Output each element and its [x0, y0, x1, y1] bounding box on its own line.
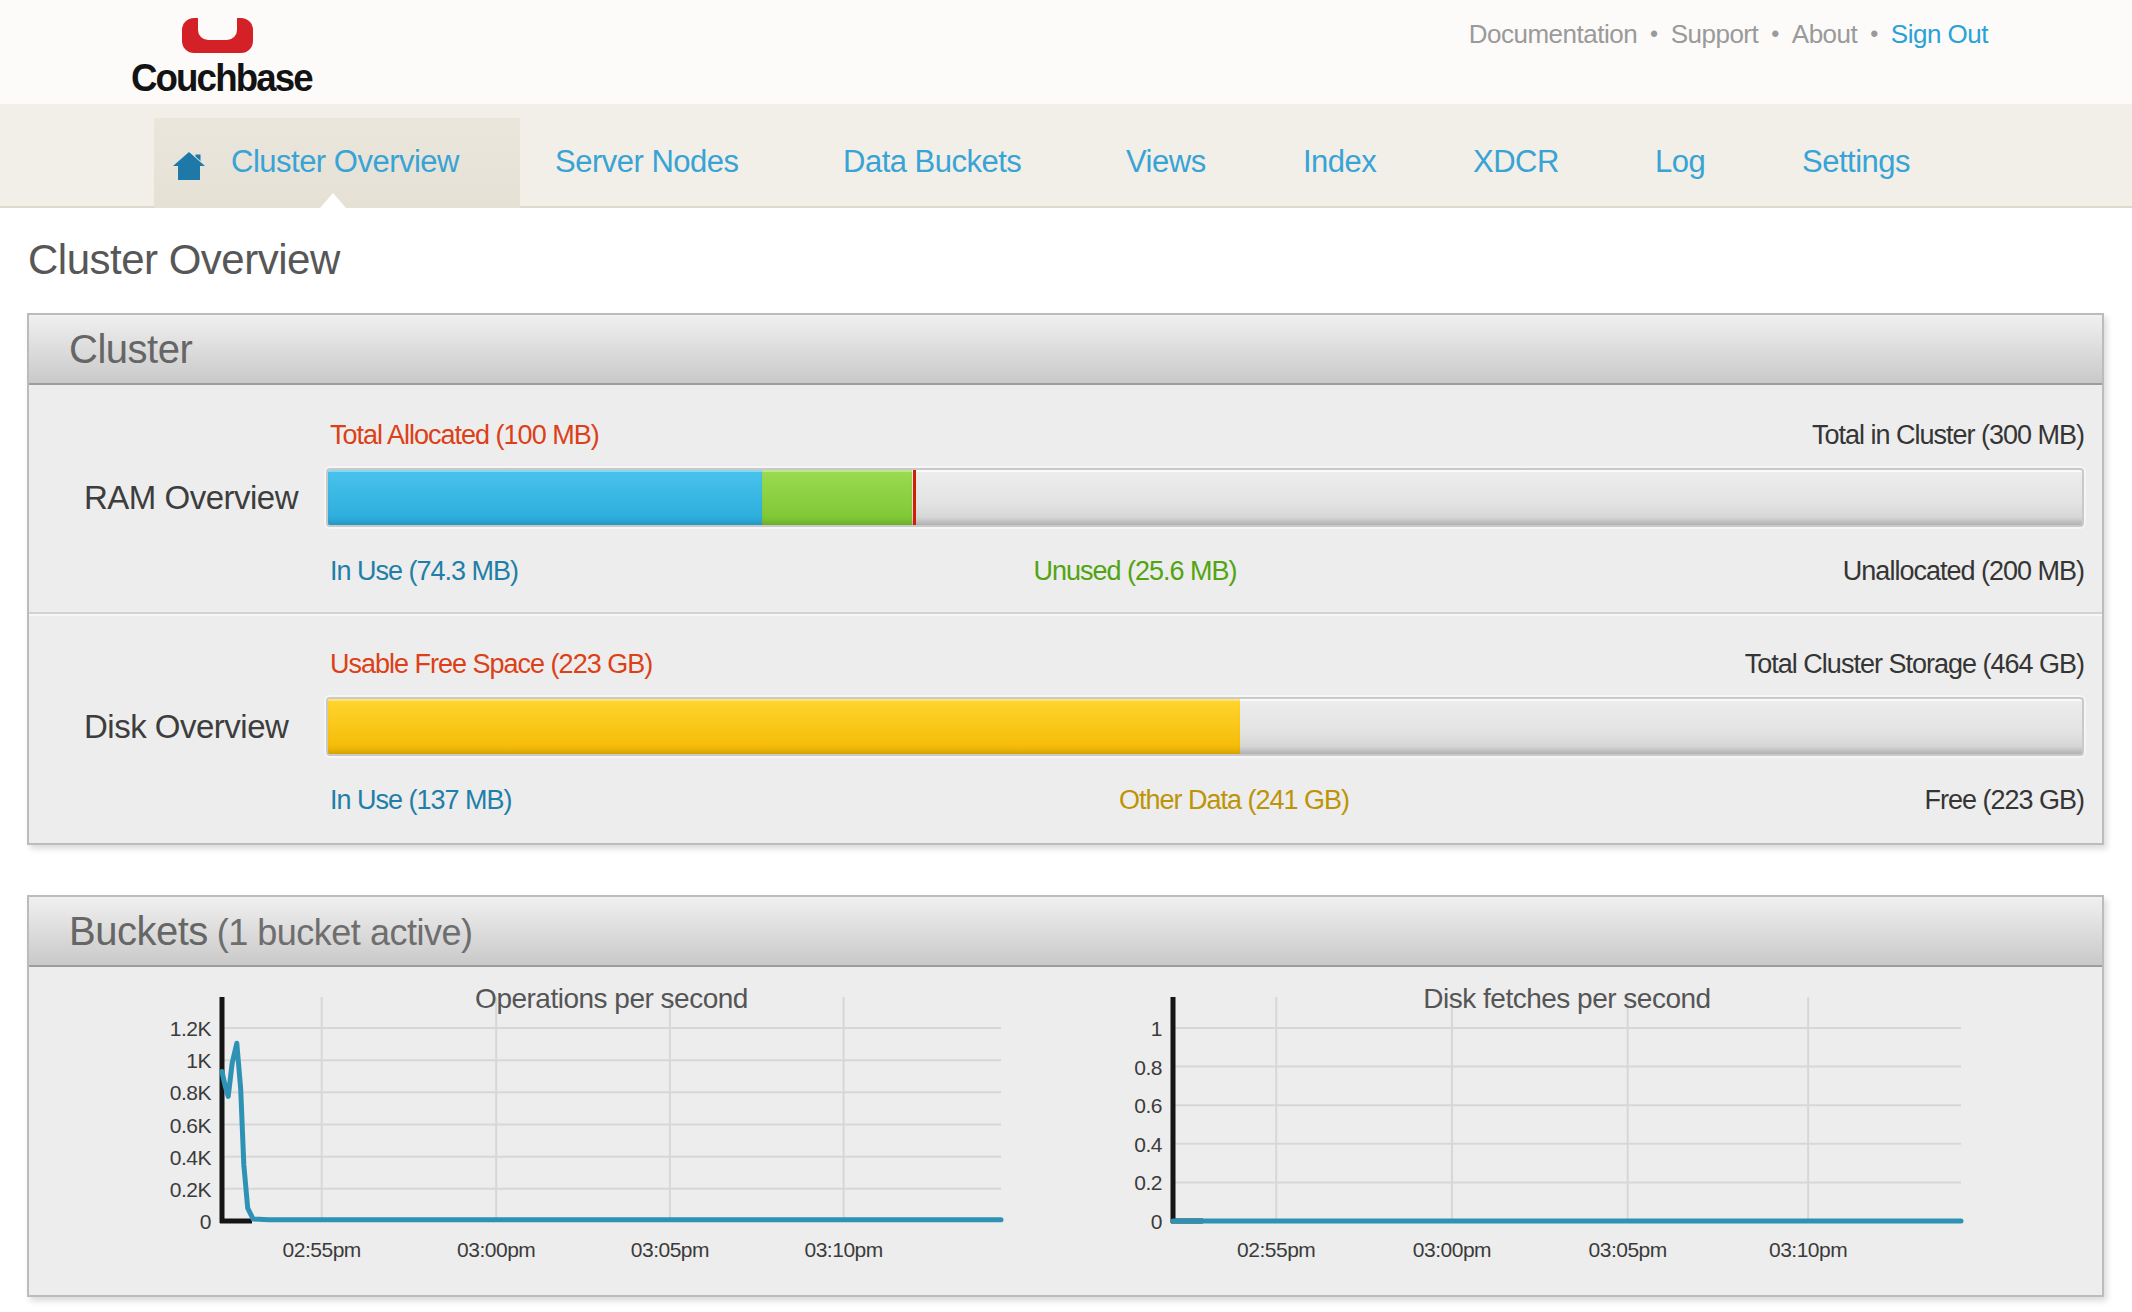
separator-dot: •: [1650, 21, 1658, 48]
ram-usage-bar: [326, 468, 2084, 527]
tab-xdcr[interactable]: XDCR: [1473, 116, 1559, 208]
svg-text:1K: 1K: [186, 1049, 211, 1072]
sign-out-link[interactable]: Sign Out: [1891, 19, 1988, 50]
svg-text:Disk fetches per second: Disk fetches per second: [1423, 983, 1710, 1014]
disk-total-storage-label: Total Cluster Storage (464 GB): [1745, 649, 2084, 680]
svg-text:0.6: 0.6: [1134, 1094, 1162, 1117]
tab-views[interactable]: Views: [1126, 116, 1206, 208]
svg-text:0: 0: [200, 1210, 211, 1233]
ram-unused-label: Unused (25.6 MB): [935, 556, 1335, 587]
ram-total-in-cluster-label: Total in Cluster (300 MB): [1812, 420, 2084, 451]
svg-text:03:10pm: 03:10pm: [1769, 1238, 1847, 1261]
svg-text:0.2K: 0.2K: [170, 1178, 212, 1201]
svg-text:03:10pm: 03:10pm: [805, 1238, 883, 1261]
ram-total-allocated-label: Total Allocated (100 MB): [330, 420, 599, 451]
bucket-charts: 0 0.2K 0.4K 0.6K 0.8K 1K 1.2K 02:55pm 03:00pm 03:…: [0, 960, 2132, 1312]
disk-free-label: Free (223 GB): [1924, 785, 2084, 816]
svg-text:0: 0: [1151, 1210, 1162, 1233]
disk-other-data-label: Other Data (241 GB): [1034, 785, 1434, 816]
documentation-link[interactable]: Documentation: [1469, 19, 1637, 50]
tab-settings[interactable]: Settings: [1802, 116, 1910, 208]
svg-text:0.4: 0.4: [1134, 1133, 1163, 1156]
svg-text:0.8: 0.8: [1134, 1056, 1162, 1079]
page-title: Cluster Overview: [28, 236, 340, 284]
tab-server-nodes[interactable]: Server Nodes: [555, 116, 739, 208]
main-nav: Cluster Overview Server Nodes Data Bucke…: [0, 104, 2132, 208]
svg-text:02:55pm: 02:55pm: [283, 1238, 361, 1261]
svg-text:0.6K: 0.6K: [170, 1114, 212, 1137]
brand-wordmark: Couchbase: [131, 56, 312, 100]
buckets-panel-subtitle: (1 bucket active): [217, 912, 473, 954]
utility-links: Documentation • Support • About • Sign Out: [1469, 19, 1988, 50]
svg-text:0.2: 0.2: [1134, 1171, 1162, 1194]
svg-text:02:55pm: 02:55pm: [1237, 1238, 1315, 1261]
svg-text:03:00pm: 03:00pm: [1413, 1238, 1491, 1261]
cluster-panel-header: Cluster: [29, 315, 2102, 385]
ram-overview-label: RAM Overview: [84, 479, 298, 517]
home-icon: [172, 148, 206, 184]
svg-text:1: 1: [1151, 1017, 1162, 1040]
disk-other-data-segment: [328, 699, 1240, 754]
active-tab-pointer: [320, 193, 346, 208]
svg-text:03:00pm: 03:00pm: [457, 1238, 535, 1261]
buckets-panel-header: Buckets (1 bucket active): [29, 897, 2102, 967]
svg-text:Operations per second: Operations per second: [475, 983, 748, 1014]
svg-text:0.8K: 0.8K: [170, 1081, 212, 1104]
disk-in-use-label: In Use (137 MB): [330, 785, 512, 816]
cluster-panel-title: Cluster: [69, 327, 192, 372]
ram-in-use-segment: [328, 470, 762, 525]
couchbase-logo-icon: [182, 18, 253, 53]
separator-dot: •: [1771, 21, 1779, 48]
buckets-panel-title: Buckets: [69, 909, 208, 954]
ram-allocated-marker: [913, 470, 916, 525]
app-header: Couchbase Documentation • Support • About •…: [0, 0, 2132, 104]
ram-unallocated-label: Unallocated (200 MB): [1843, 556, 2084, 587]
about-link[interactable]: About: [1792, 19, 1857, 50]
svg-text:03:05pm: 03:05pm: [1589, 1238, 1667, 1261]
separator-dot: •: [1870, 21, 1878, 48]
row-divider: [29, 612, 2102, 616]
tab-data-buckets[interactable]: Data Buckets: [843, 116, 1021, 208]
support-link[interactable]: Support: [1671, 19, 1759, 50]
disk-overview-label: Disk Overview: [84, 708, 288, 746]
disk-usable-free-label: Usable Free Space (223 GB): [330, 649, 652, 680]
ram-in-use-label: In Use (74.3 MB): [330, 556, 518, 587]
svg-text:1.2K: 1.2K: [170, 1017, 212, 1040]
svg-text:0.4K: 0.4K: [170, 1146, 212, 1169]
disk-usage-bar: [326, 697, 2084, 756]
tab-index[interactable]: Index: [1303, 116, 1376, 208]
tab-log[interactable]: Log: [1655, 116, 1705, 208]
ram-unused-segment: [762, 470, 912, 525]
svg-text:03:05pm: 03:05pm: [631, 1238, 709, 1261]
